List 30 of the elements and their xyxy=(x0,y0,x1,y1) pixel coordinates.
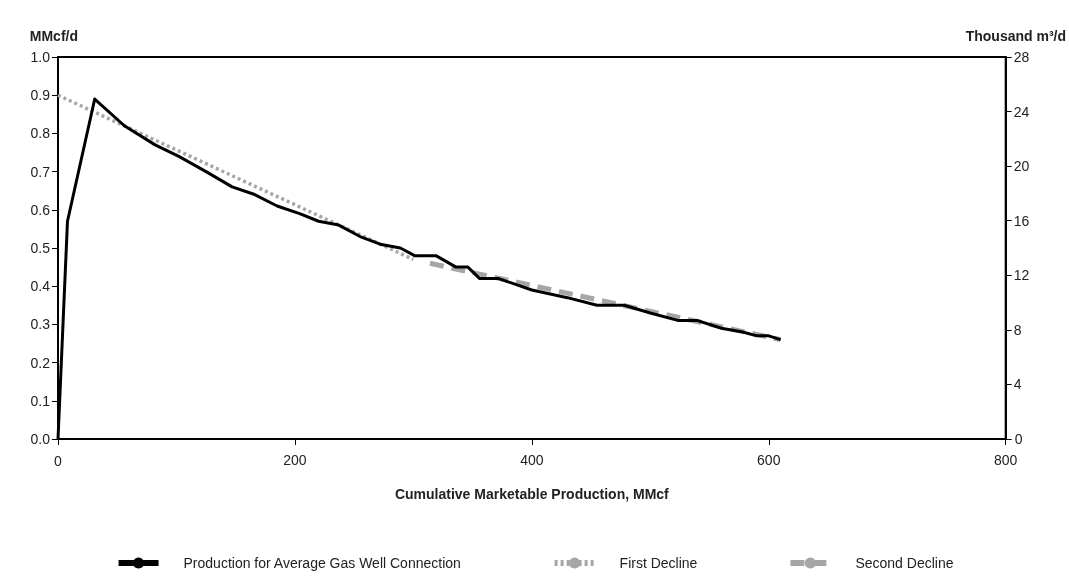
y-tick-label: 0.2 xyxy=(30,354,51,371)
y-tick-label: 0.0 xyxy=(30,431,51,447)
y-axis-title: MMcf/d xyxy=(29,28,78,44)
x-tick-label: 0 xyxy=(54,453,63,469)
x-tick-label: 200 xyxy=(283,452,307,468)
y-tick-label: 0.3 xyxy=(30,316,51,333)
y2-tick-label: 8 xyxy=(1013,321,1022,338)
y-tick-label: 0.1 xyxy=(30,392,51,409)
y-tick-label: 0.9 xyxy=(30,87,51,104)
y2-tick-label: 12 xyxy=(1013,267,1030,284)
y-tick-label: 0.6 xyxy=(30,201,51,218)
legend-label: Second Decline xyxy=(855,555,954,571)
y2-tick-label: 24 xyxy=(1013,103,1030,120)
legend-label: First Decline xyxy=(619,555,698,571)
x-axis-title: Cumulative Marketable Production, MMcf xyxy=(394,486,670,502)
legend-label: Production for Average Gas Well Connection xyxy=(183,555,461,571)
x-tick-label: 600 xyxy=(757,452,781,468)
y-tick-label: 1.0 xyxy=(30,49,51,65)
y2-tick-label: 20 xyxy=(1013,158,1030,175)
y2-tick-label: 0 xyxy=(1014,431,1023,447)
y2-tick-label: 28 xyxy=(1013,49,1030,65)
y2-tick-label: 4 xyxy=(1013,376,1022,393)
y2-tick-label: 16 xyxy=(1013,212,1030,229)
y-tick-label: 0.4 xyxy=(30,278,51,295)
y-tick-label: 0.5 xyxy=(30,240,51,256)
x-tick-label: 400 xyxy=(520,452,544,468)
x-tick-label: 800 xyxy=(994,452,1018,468)
y2-axis-title: Thousand m³/d xyxy=(965,28,1066,44)
y-tick-label: 0.8 xyxy=(30,125,51,142)
y-tick-label: 0.7 xyxy=(30,163,51,180)
